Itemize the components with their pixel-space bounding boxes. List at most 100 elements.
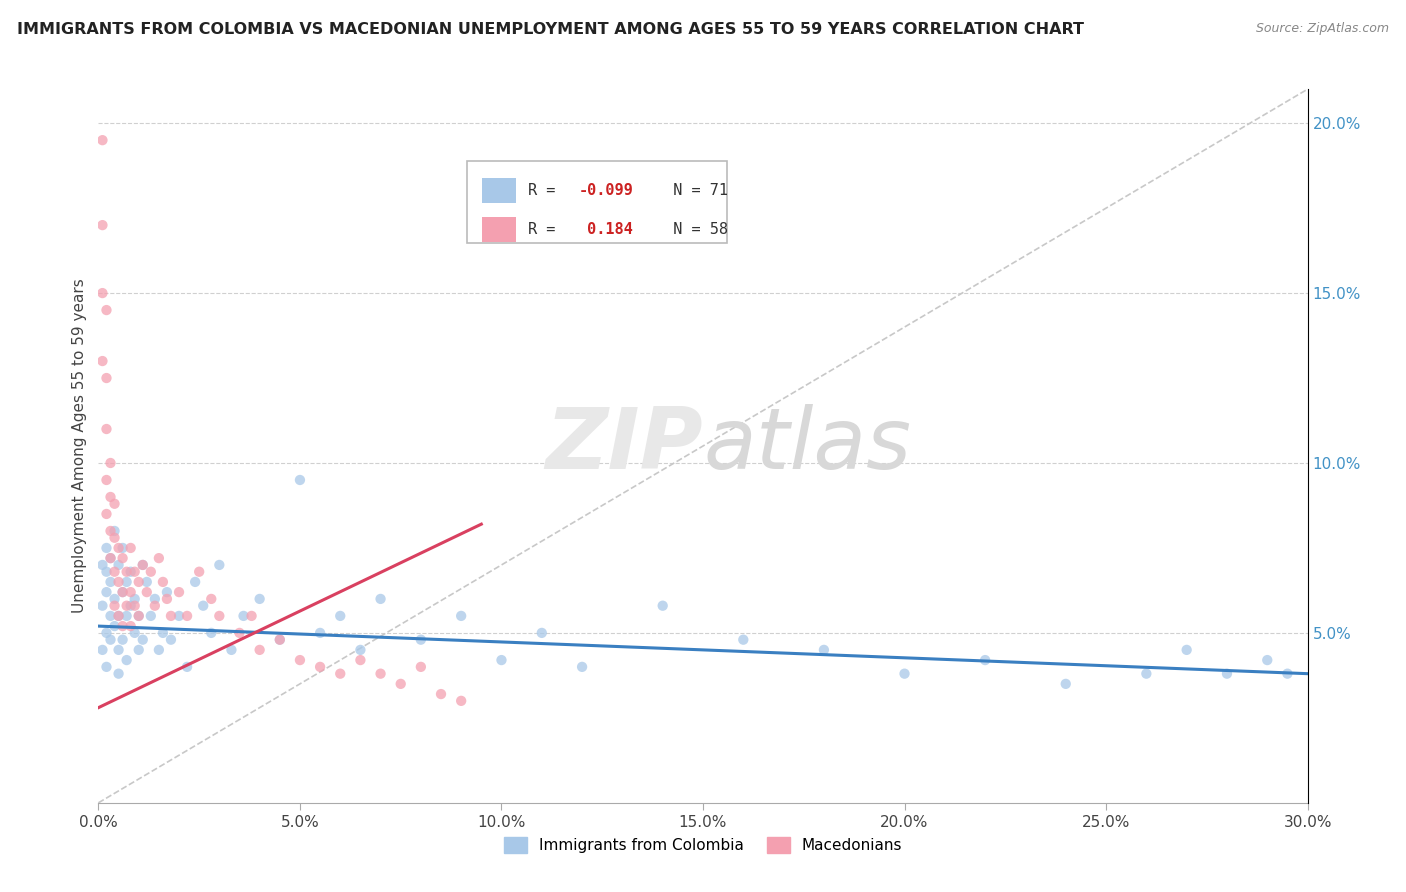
Point <box>111 551 134 566</box>
Point <box>1135 666 1157 681</box>
Point <box>228 626 250 640</box>
Point <box>91 286 114 301</box>
Point <box>100 608 122 623</box>
Point <box>167 585 190 599</box>
Point <box>103 524 125 538</box>
Point <box>91 643 114 657</box>
Point <box>1054 677 1077 691</box>
Point <box>143 599 166 613</box>
Point <box>107 608 129 623</box>
Point <box>100 632 122 647</box>
Point <box>309 626 332 640</box>
Point <box>132 632 155 647</box>
Point <box>107 643 129 657</box>
Text: 0.184: 0.184 <box>578 222 633 237</box>
Point <box>115 574 138 589</box>
Point <box>232 608 254 623</box>
Point <box>188 565 211 579</box>
Point <box>288 653 311 667</box>
Point <box>120 565 142 579</box>
Point <box>1175 643 1198 657</box>
Point <box>249 643 271 657</box>
Point <box>249 591 271 606</box>
Point <box>100 551 122 566</box>
Point <box>132 558 155 572</box>
Point <box>152 574 174 589</box>
Point <box>139 608 162 623</box>
Point <box>115 653 138 667</box>
Point <box>115 565 138 579</box>
Point <box>96 585 118 599</box>
Point <box>107 666 129 681</box>
Point <box>176 608 198 623</box>
Point <box>103 591 125 606</box>
Text: R =: R = <box>527 183 564 198</box>
Point <box>111 619 134 633</box>
Text: IMMIGRANTS FROM COLOMBIA VS MACEDONIAN UNEMPLOYMENT AMONG AGES 55 TO 59 YEARS CO: IMMIGRANTS FROM COLOMBIA VS MACEDONIAN U… <box>17 22 1084 37</box>
Point <box>111 632 134 647</box>
Text: atlas: atlas <box>703 404 911 488</box>
Point <box>370 591 392 606</box>
Text: N = 58: N = 58 <box>655 222 728 237</box>
Point <box>96 473 118 487</box>
Point <box>111 585 134 599</box>
Point <box>100 551 122 566</box>
Point <box>389 677 412 691</box>
Point <box>96 371 118 385</box>
Point <box>100 524 122 538</box>
Point <box>115 599 138 613</box>
Point <box>91 354 114 368</box>
Point <box>530 626 553 640</box>
Point <box>200 591 222 606</box>
Point <box>96 303 118 318</box>
Point <box>103 497 125 511</box>
Point <box>128 608 150 623</box>
Point <box>349 643 371 657</box>
Point <box>200 626 222 640</box>
Point <box>124 565 146 579</box>
Point <box>96 565 118 579</box>
Point <box>269 632 291 647</box>
Point <box>91 599 114 613</box>
Point <box>96 660 118 674</box>
Point <box>409 660 432 674</box>
Point <box>103 599 125 613</box>
Point <box>370 666 392 681</box>
Point <box>329 608 352 623</box>
Text: -0.099: -0.099 <box>578 183 633 198</box>
Point <box>103 531 125 545</box>
Point <box>430 687 453 701</box>
Point <box>120 599 142 613</box>
Point <box>107 558 129 572</box>
Point <box>100 456 122 470</box>
Point <box>143 591 166 606</box>
Point <box>124 626 146 640</box>
Point <box>120 541 142 555</box>
Point <box>491 653 513 667</box>
Point <box>107 608 129 623</box>
Bar <box>482 178 516 203</box>
Point <box>103 619 125 633</box>
Point <box>124 599 146 613</box>
Point <box>135 585 157 599</box>
Point <box>135 574 157 589</box>
Point <box>103 565 125 579</box>
Point <box>193 599 215 613</box>
Point <box>107 574 129 589</box>
Point <box>111 585 134 599</box>
Point <box>329 666 352 681</box>
Legend: Immigrants from Colombia, Macedonians: Immigrants from Colombia, Macedonians <box>498 831 908 859</box>
Point <box>107 541 129 555</box>
Y-axis label: Unemployment Among Ages 55 to 59 years: Unemployment Among Ages 55 to 59 years <box>72 278 87 614</box>
Text: R =: R = <box>527 222 564 237</box>
Point <box>91 558 114 572</box>
Point <box>240 608 263 623</box>
Point <box>120 585 142 599</box>
Point <box>1277 666 1299 681</box>
Point <box>1216 666 1239 681</box>
Point <box>176 660 198 674</box>
Point <box>96 507 118 521</box>
Point <box>128 643 150 657</box>
Point <box>974 653 997 667</box>
Point <box>349 653 371 667</box>
